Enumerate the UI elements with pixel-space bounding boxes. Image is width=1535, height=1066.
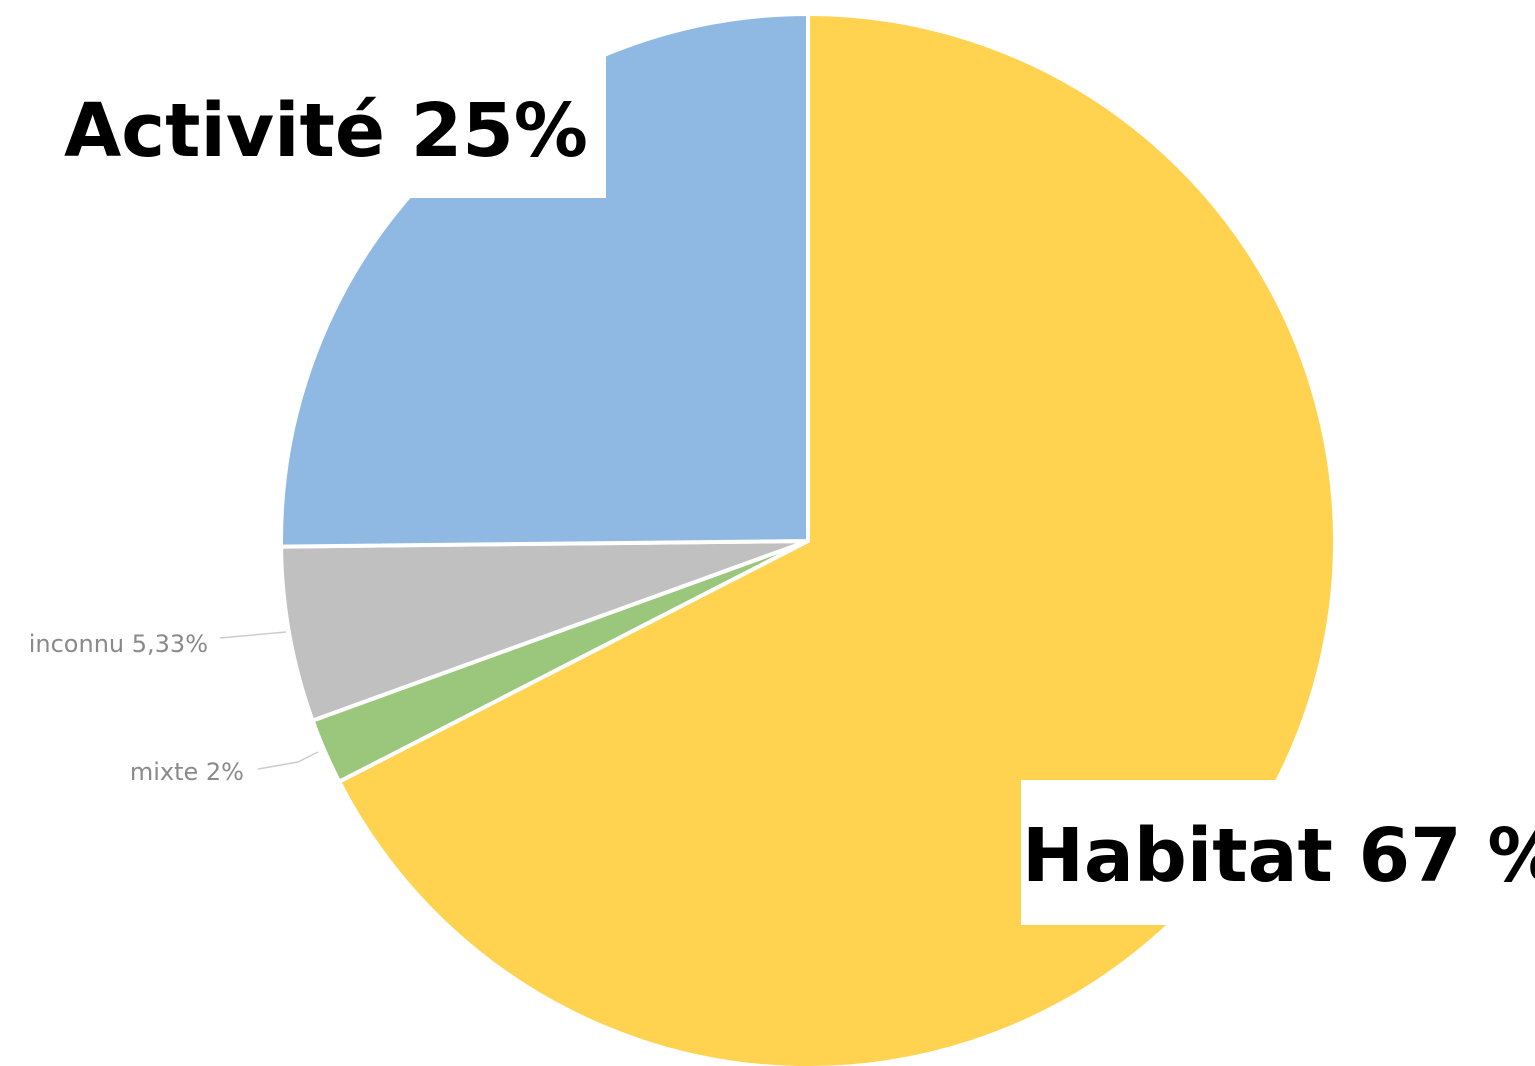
activite-label-box <box>52 52 606 198</box>
pie-slice-inconnu <box>279 539 810 723</box>
mixte-label: mixte 2% <box>130 758 244 786</box>
activite-label: Activité 25% <box>64 88 588 174</box>
inconnu-label: inconnu 5,33% <box>29 630 208 658</box>
mixte-leader-line <box>257 751 319 770</box>
habitat-label: Habitat 67 % <box>1022 813 1535 899</box>
habitat-label-box <box>1021 780 1535 925</box>
inconnu-leader-line <box>219 631 287 639</box>
